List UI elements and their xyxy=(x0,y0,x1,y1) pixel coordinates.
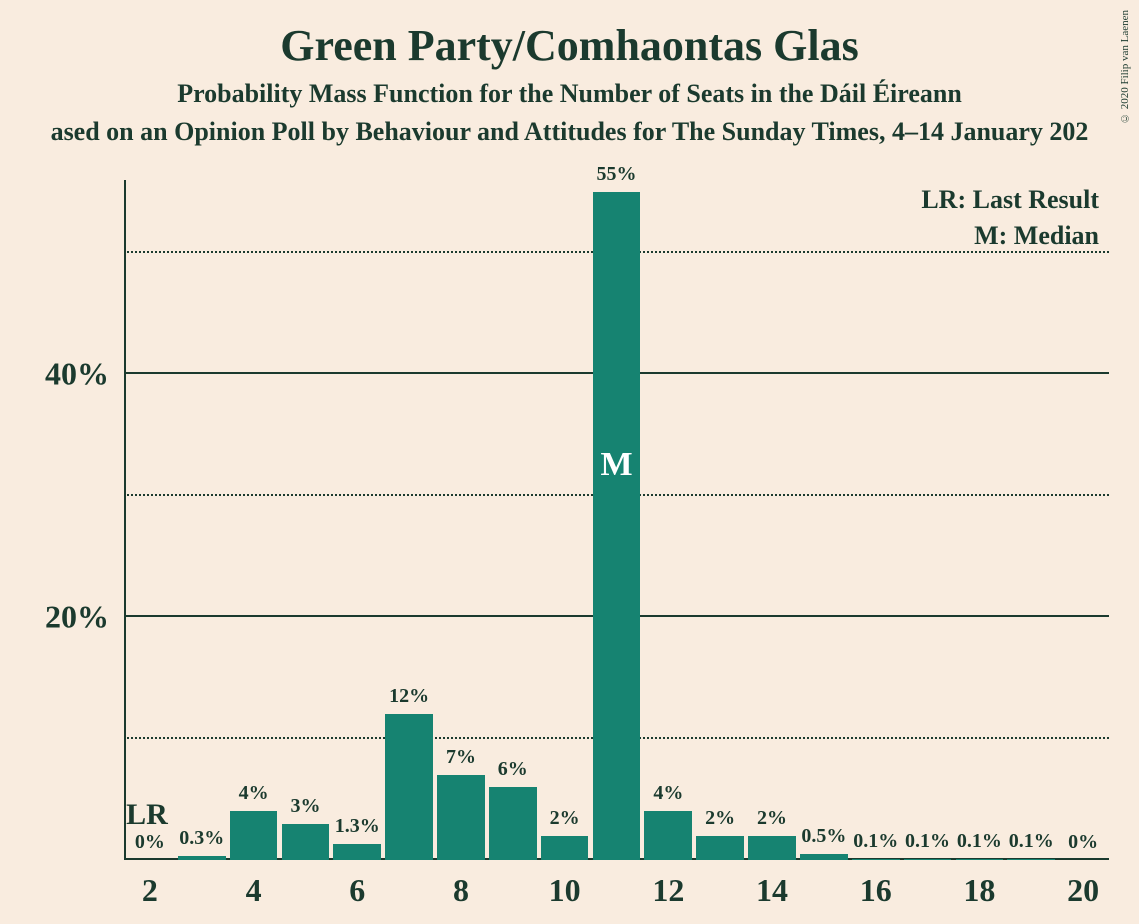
copyright-text: © 2020 Filip van Laenen xyxy=(1119,10,1131,124)
bar: 0.1% xyxy=(1007,859,1055,860)
median-marker: M xyxy=(600,446,632,484)
bar-value-label: 0.1% xyxy=(905,830,950,859)
bar-value-label: 1.3% xyxy=(335,815,380,844)
bar: 4% xyxy=(230,811,278,860)
bar: 2% xyxy=(696,836,744,860)
chart-subtitle-2: ased on an Opinion Poll by Behaviour and… xyxy=(0,117,1139,147)
bar-value-label: 7% xyxy=(446,746,476,775)
bar-value-label: 2% xyxy=(550,807,580,836)
x-tick-label: 16 xyxy=(860,860,892,909)
bar-value-label: 0.3% xyxy=(179,827,224,856)
chart-container: © 2020 Filip van Laenen Green Party/Comh… xyxy=(0,0,1139,924)
bar: 3% xyxy=(282,824,330,860)
x-tick-label: 10 xyxy=(549,860,581,909)
plot-area: 20%40%0%0.3%4%3%1.3%12%7%6%2%55%M4%2%2%0… xyxy=(124,180,1109,860)
bar-median: 55%M xyxy=(593,192,641,860)
x-tick-label: 4 xyxy=(246,860,262,909)
bar-value-label: 0.5% xyxy=(801,825,846,854)
x-tick-label: 20 xyxy=(1067,860,1099,909)
bar-value-label: 4% xyxy=(653,782,683,811)
x-tick-label: 18 xyxy=(963,860,995,909)
y-axis xyxy=(124,180,126,860)
bar-value-label: 4% xyxy=(239,782,269,811)
last-result-marker: LR xyxy=(126,798,168,832)
bar-value-label: 55% xyxy=(596,163,636,192)
chart-subtitle-1: Probability Mass Function for the Number… xyxy=(0,79,1139,109)
y-tick-label: 20% xyxy=(45,599,124,636)
bar-value-label: 0.1% xyxy=(1009,830,1054,859)
bar: 2% xyxy=(541,836,589,860)
bar: 12% xyxy=(385,714,433,860)
x-tick-label: 14 xyxy=(756,860,788,909)
bar-value-label: 0.1% xyxy=(957,830,1002,859)
bar-value-label: 2% xyxy=(757,807,787,836)
bar: 4% xyxy=(644,811,692,860)
bar-value-label: 6% xyxy=(498,758,528,787)
chart-title: Green Party/Comhaontas Glas xyxy=(0,20,1139,71)
bar: 0.1% xyxy=(904,859,952,860)
y-tick-label: 40% xyxy=(45,356,124,393)
title-block: Green Party/Comhaontas Glas Probability … xyxy=(0,0,1139,147)
bar: 1.3% xyxy=(333,844,381,860)
bar-value-label: 0% xyxy=(135,831,165,860)
x-tick-label: 12 xyxy=(652,860,684,909)
bar-value-label: 0.1% xyxy=(853,830,898,859)
bar-value-label: 2% xyxy=(705,807,735,836)
bar: 7% xyxy=(437,775,485,860)
bar: 2% xyxy=(748,836,796,860)
x-tick-label: 8 xyxy=(453,860,469,909)
bar-value-label: 12% xyxy=(389,685,429,714)
bar: 0.3% xyxy=(178,856,226,860)
x-tick-label: 6 xyxy=(349,860,365,909)
bar-value-label: 3% xyxy=(290,795,320,824)
x-tick-label: 2 xyxy=(142,860,158,909)
bar: 6% xyxy=(489,787,537,860)
bar-value-label: 0% xyxy=(1068,831,1098,860)
bar: 0.5% xyxy=(800,854,848,860)
